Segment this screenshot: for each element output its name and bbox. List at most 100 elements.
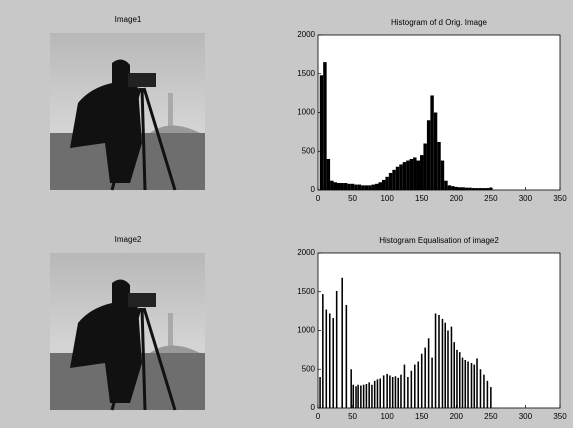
- x-tick-label: 250: [484, 412, 498, 421]
- bar: [483, 375, 485, 408]
- chart-title: Histogram Equalisation of image2: [379, 236, 499, 245]
- x-tick-label: 0: [316, 194, 321, 203]
- bar: [337, 183, 340, 190]
- bar: [403, 162, 406, 190]
- bar: [361, 185, 364, 190]
- bar: [435, 313, 437, 408]
- y-tick-label: 0: [311, 185, 316, 194]
- bar: [456, 350, 458, 408]
- bar: [392, 377, 394, 408]
- bar: [383, 375, 385, 408]
- x-tick-label: 50: [348, 194, 357, 203]
- bar: [410, 159, 413, 190]
- bar: [352, 385, 354, 408]
- bar: [368, 382, 370, 408]
- y-tick-label: 500: [302, 364, 316, 373]
- image-panel: Image1: [50, 15, 205, 190]
- bar: [473, 365, 475, 408]
- bar: [377, 379, 379, 408]
- bar: [379, 182, 382, 190]
- bar: [327, 159, 330, 190]
- bar: [323, 62, 326, 190]
- y-tick-label: 1500: [297, 287, 315, 296]
- y-tick-label: 1000: [297, 326, 315, 335]
- bar: [464, 360, 466, 408]
- bar: [486, 188, 489, 190]
- bar: [332, 318, 334, 408]
- bar: [487, 381, 489, 408]
- bar: [386, 374, 388, 408]
- bar: [421, 354, 423, 408]
- bar: [375, 184, 378, 190]
- bar: [472, 188, 475, 190]
- bar: [448, 185, 451, 190]
- image-title: Image2: [115, 235, 142, 244]
- y-tick-label: 2000: [297, 30, 315, 39]
- bar: [371, 385, 373, 408]
- bar: [319, 377, 321, 408]
- bar: [427, 120, 430, 190]
- bar: [413, 157, 416, 190]
- y-tick-label: 0: [311, 403, 316, 412]
- bar: [424, 348, 426, 408]
- bar: [363, 385, 365, 408]
- y-tick-label: 1000: [297, 108, 315, 117]
- bar: [357, 385, 359, 408]
- bar: [453, 342, 455, 408]
- bar: [365, 185, 368, 190]
- chart-title: Histogram of d Orig. Image: [391, 18, 488, 27]
- bar: [336, 291, 338, 408]
- x-tick-label: 50: [348, 412, 357, 421]
- bar: [322, 294, 324, 408]
- bar: [451, 327, 453, 408]
- bar: [451, 186, 454, 190]
- bar: [320, 75, 323, 190]
- bar: [397, 378, 399, 408]
- bar: [396, 167, 399, 190]
- bar: [441, 161, 444, 190]
- bar: [475, 188, 478, 190]
- x-tick-label: 150: [415, 194, 429, 203]
- bar: [438, 315, 440, 408]
- x-tick-label: 350: [553, 194, 567, 203]
- bar: [392, 170, 395, 190]
- bar: [431, 358, 433, 408]
- bar: [480, 369, 482, 408]
- x-tick-label: 300: [519, 412, 533, 421]
- x-tick-label: 0: [316, 412, 321, 421]
- bar: [372, 185, 375, 190]
- x-tick-label: 100: [380, 412, 394, 421]
- bar: [462, 358, 464, 408]
- bar: [411, 371, 413, 408]
- bar: [479, 188, 482, 190]
- bar: [389, 375, 391, 408]
- bar: [465, 188, 468, 190]
- bar: [404, 365, 406, 408]
- bar: [395, 376, 397, 408]
- bar: [366, 384, 368, 408]
- bar: [326, 310, 328, 408]
- bar: [400, 375, 402, 408]
- bar: [341, 278, 343, 408]
- x-tick-label: 150: [415, 412, 429, 421]
- bar: [468, 188, 471, 190]
- bar: [407, 377, 409, 408]
- bar: [434, 113, 437, 191]
- bar: [399, 164, 402, 190]
- x-tick-label: 300: [519, 194, 533, 203]
- bar: [461, 187, 464, 190]
- bar: [476, 358, 478, 408]
- bar: [482, 188, 485, 190]
- image-title: Image1: [115, 15, 142, 24]
- bar: [334, 182, 337, 190]
- image-panel: Image2: [50, 235, 205, 410]
- bar: [444, 181, 447, 190]
- x-tick-label: 350: [553, 412, 567, 421]
- bar: [358, 185, 361, 190]
- x-tick-label: 100: [380, 194, 394, 203]
- page: Image1 Image2 Histogram of d Orig. Image…: [0, 0, 573, 428]
- bar: [444, 323, 446, 408]
- bar: [417, 362, 419, 409]
- y-tick-label: 1500: [297, 69, 315, 78]
- bar: [428, 338, 430, 408]
